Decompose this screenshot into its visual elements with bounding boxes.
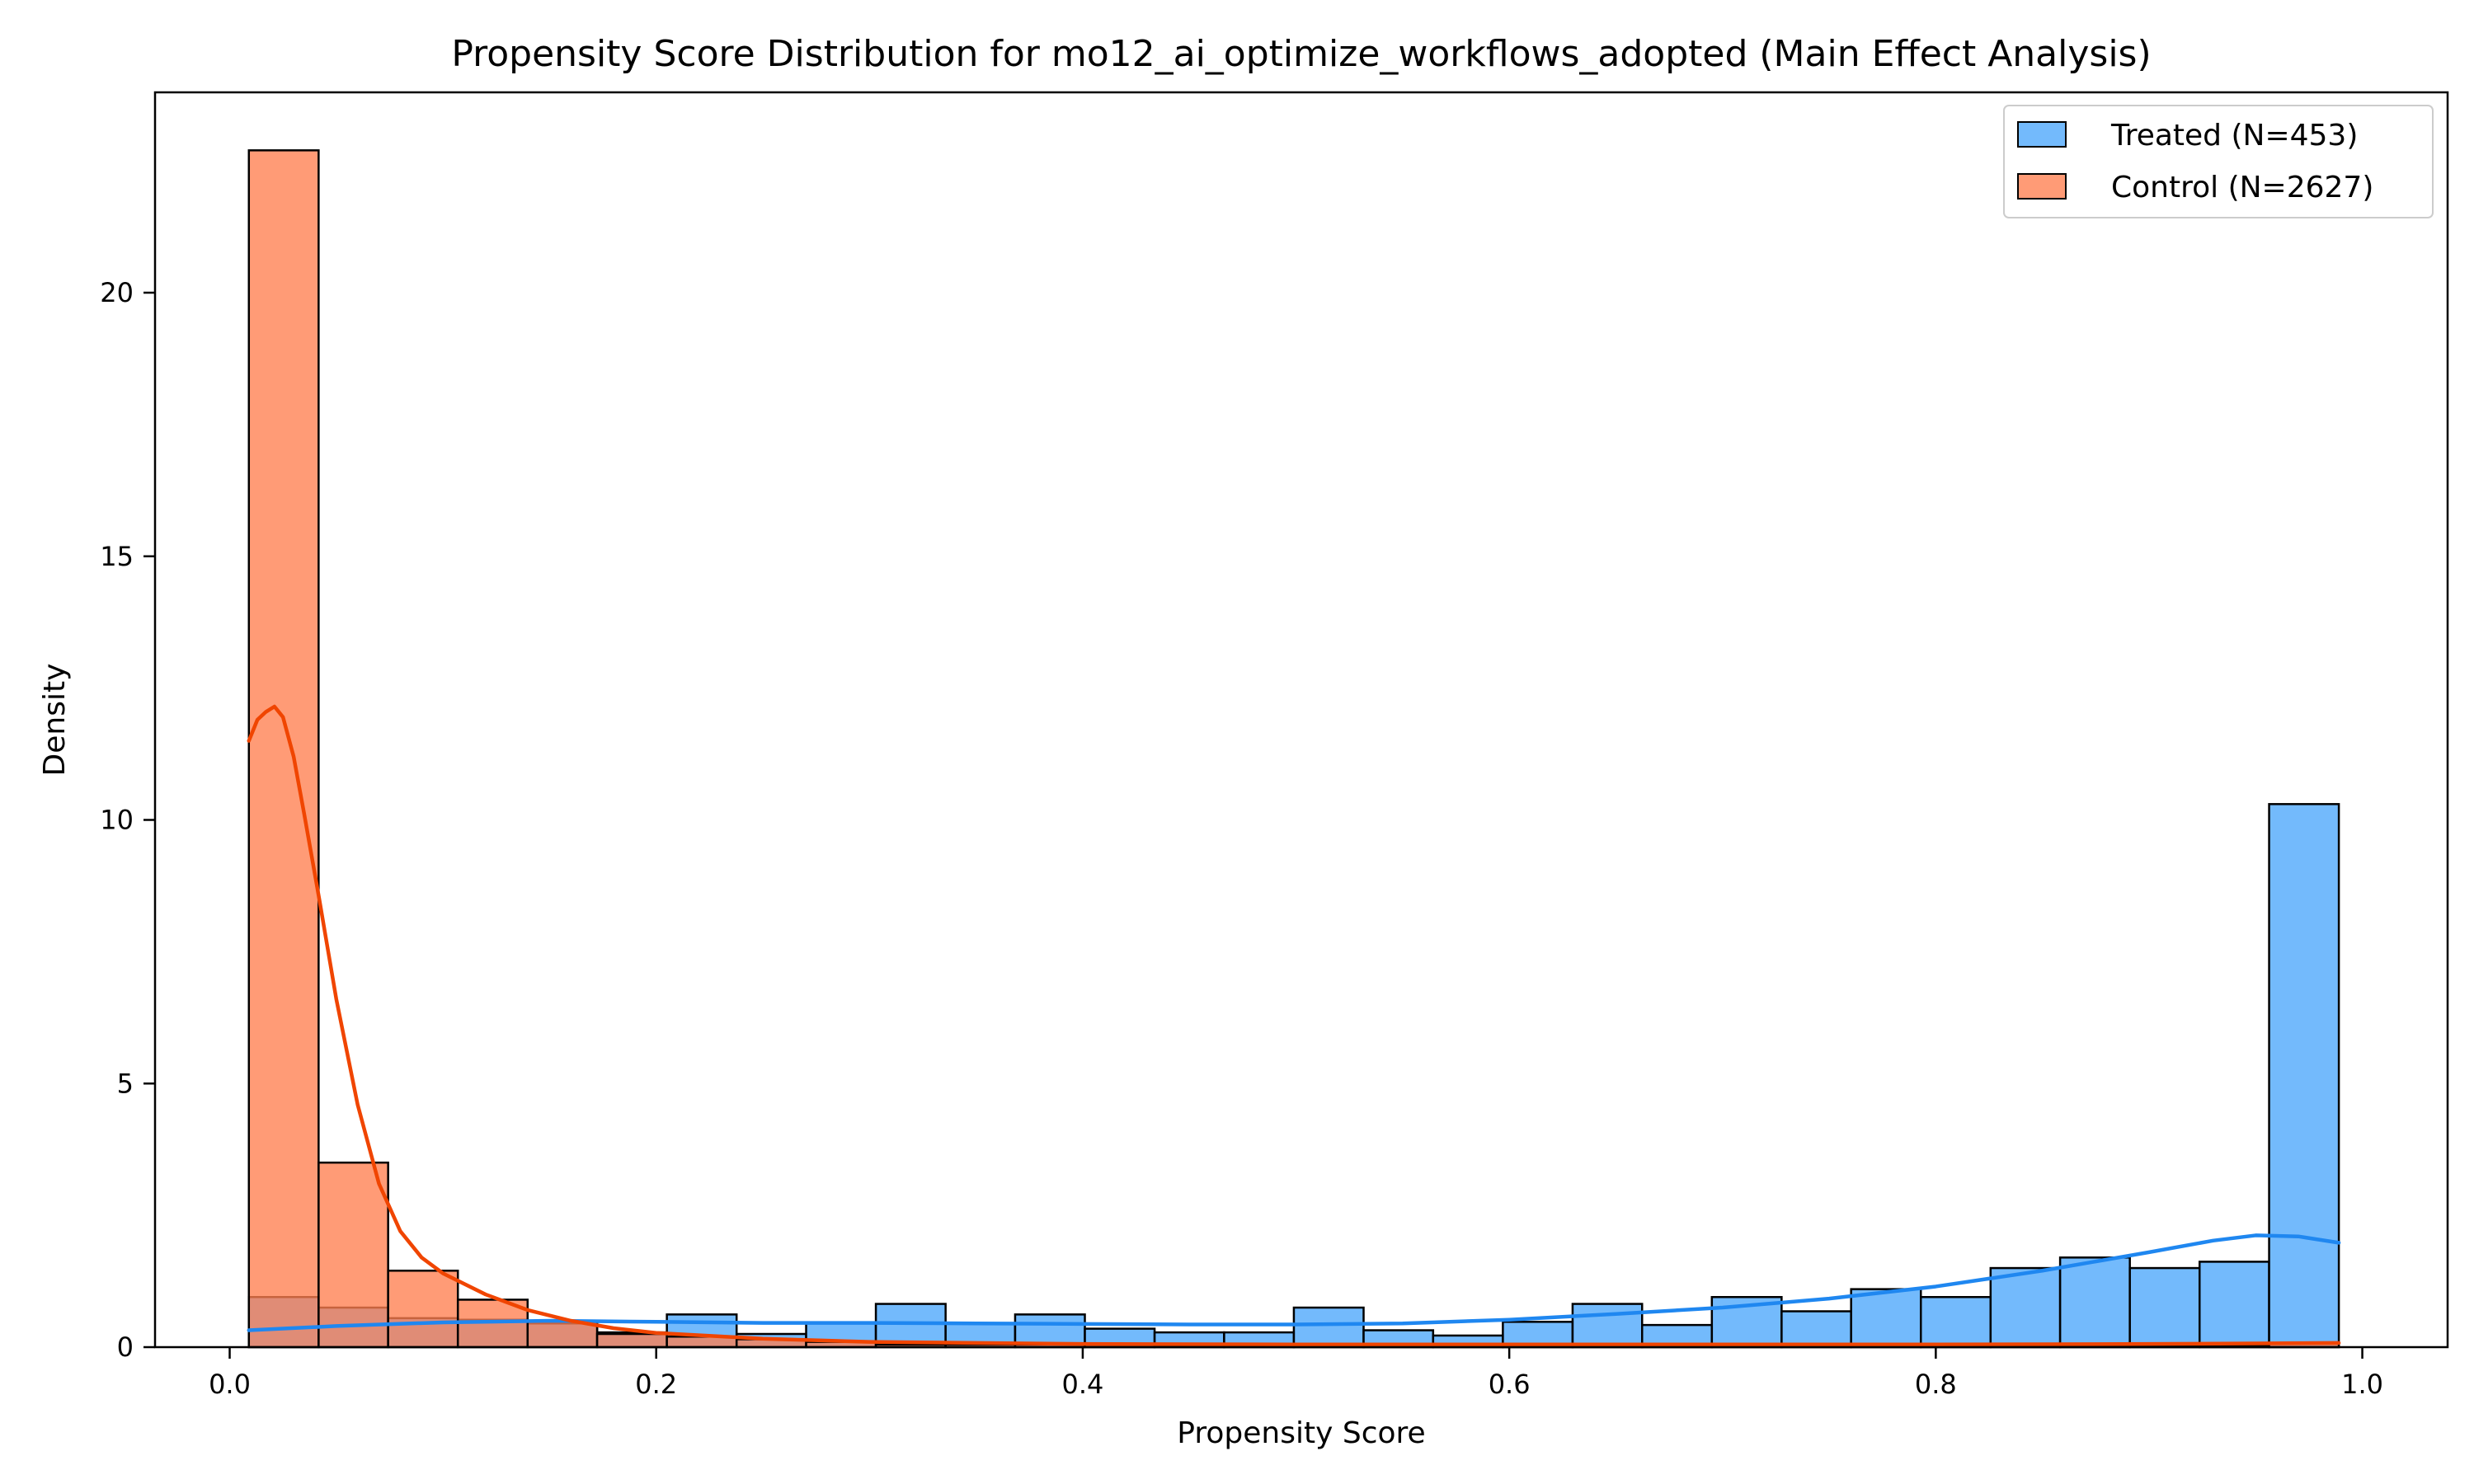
- y-tick-label: 0: [117, 1331, 134, 1363]
- x-axis-label: Propensity Score: [1177, 1416, 1425, 1450]
- x-tick-label: 0.8: [1915, 1369, 1957, 1400]
- plot-frame: [153, 91, 2449, 1349]
- treated-bar: [1571, 1303, 1644, 1349]
- y-axis: 0 5 10 15 20: [100, 277, 155, 1363]
- treated-bar: [1989, 1266, 2062, 1349]
- kde-curves: [247, 704, 2341, 1347]
- treated-bar: [1292, 1306, 1365, 1349]
- treated-bar: [1919, 1295, 1992, 1349]
- y-tick-label: 10: [100, 805, 134, 836]
- x-tick-label: 1.0: [2341, 1369, 2383, 1400]
- legend-frame: [2003, 105, 2434, 218]
- x-axis: 0.0 0.2 0.4 0.6 0.8 1.0: [209, 1347, 2383, 1400]
- control-bar: [247, 149, 320, 1349]
- x-tick-label: 0.2: [635, 1369, 677, 1400]
- control-kde-line: [247, 704, 2341, 1347]
- control-bar: [387, 1270, 459, 1349]
- x-tick-label: 0.0: [209, 1369, 251, 1400]
- y-axis-label: Density: [38, 664, 72, 777]
- legend: Treated (N=453) Control (N=2627): [2003, 105, 2434, 218]
- treated-kde-line: [247, 1233, 2341, 1332]
- x-tick-label: 0.4: [1061, 1369, 1103, 1400]
- treated-bar: [2198, 1261, 2270, 1349]
- chart-title: Propensity Score Distribution for mo12_a…: [451, 33, 2151, 75]
- treated-bar: [2058, 1256, 2131, 1349]
- legend-label-control: Control (N=2627): [2111, 171, 2373, 204]
- treated-bar: [2268, 803, 2340, 1349]
- control-bar: [595, 1332, 668, 1349]
- legend-swatch-control: [2017, 173, 2067, 200]
- y-tick-label: 20: [100, 277, 134, 308]
- control-bar: [317, 1161, 389, 1349]
- legend-label-treated: Treated (N=453): [2110, 119, 2358, 153]
- x-tick-label: 0.6: [1489, 1369, 1531, 1400]
- y-tick-label: 15: [100, 541, 134, 572]
- treated-bar: [1850, 1288, 1922, 1349]
- y-tick-label: 5: [117, 1068, 134, 1099]
- treated-bar: [1780, 1310, 1852, 1349]
- treated-bar: [2128, 1266, 2201, 1349]
- legend-swatch-treated: [2017, 121, 2067, 148]
